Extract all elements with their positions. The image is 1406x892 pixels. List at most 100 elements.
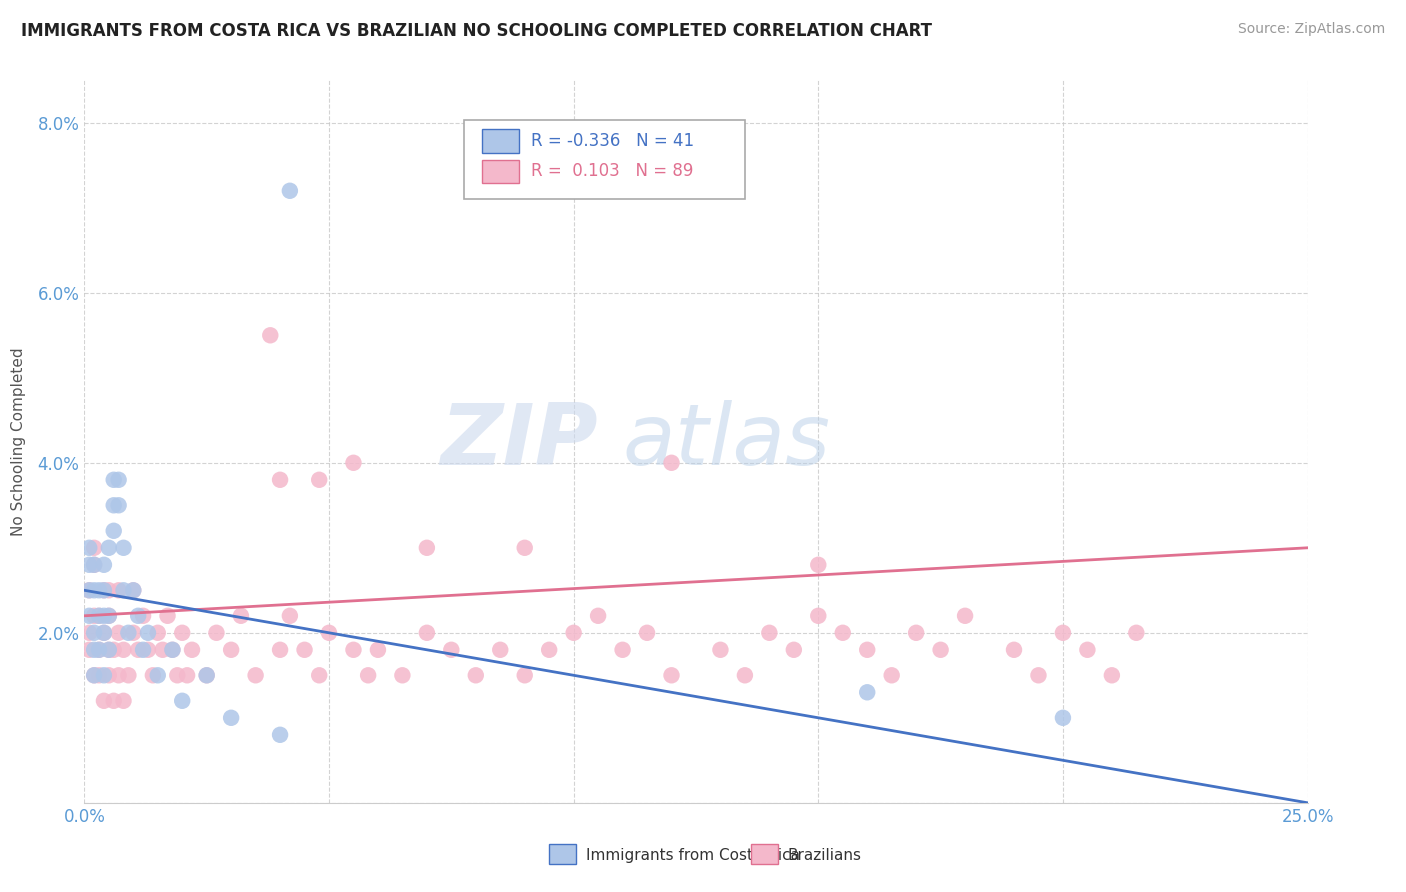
Point — [318, 625, 340, 640]
Text: R =  0.103   N = 89: R = 0.103 N = 89 — [531, 162, 693, 180]
Point — [87, 608, 110, 623]
Point — [162, 642, 184, 657]
Point — [181, 642, 204, 657]
Point — [929, 642, 952, 657]
Point — [83, 608, 105, 623]
Point — [97, 642, 120, 657]
Point — [77, 541, 100, 555]
FancyBboxPatch shape — [550, 844, 576, 864]
Point — [831, 625, 853, 640]
Point — [269, 642, 291, 657]
Point — [586, 608, 609, 623]
Point — [489, 642, 512, 657]
Point — [127, 642, 149, 657]
Point — [107, 625, 129, 640]
Point — [136, 642, 159, 657]
Point — [97, 668, 120, 682]
Point — [905, 625, 928, 640]
Point — [122, 583, 145, 598]
Text: R = -0.336   N = 41: R = -0.336 N = 41 — [531, 132, 695, 150]
Point — [513, 668, 536, 682]
Point — [195, 668, 218, 682]
Point — [93, 625, 115, 640]
Point — [103, 642, 125, 657]
Point — [97, 541, 120, 555]
Point — [880, 668, 903, 682]
Point — [112, 694, 135, 708]
Point — [87, 642, 110, 657]
Point — [278, 184, 301, 198]
Point — [97, 642, 120, 657]
Point — [83, 642, 105, 657]
Point — [122, 625, 145, 640]
Point — [107, 583, 129, 598]
Point — [953, 608, 976, 623]
Point — [112, 541, 135, 555]
Point — [1076, 642, 1098, 657]
Point — [87, 583, 110, 598]
Point — [176, 668, 198, 682]
Point — [391, 668, 413, 682]
Point — [1125, 625, 1147, 640]
Point — [758, 625, 780, 640]
Point — [1101, 668, 1123, 682]
Point — [93, 583, 115, 598]
Point — [107, 668, 129, 682]
Point — [709, 642, 731, 657]
Point — [612, 642, 634, 657]
Point — [357, 668, 380, 682]
Point — [93, 668, 115, 682]
Point — [440, 642, 463, 657]
Point — [367, 642, 389, 657]
Point — [1052, 625, 1074, 640]
Point — [146, 668, 169, 682]
FancyBboxPatch shape — [464, 120, 745, 200]
Point — [83, 668, 105, 682]
Point — [77, 642, 100, 657]
Point — [117, 625, 139, 640]
Point — [636, 625, 658, 640]
Text: Brazilians: Brazilians — [787, 848, 862, 863]
Point — [103, 524, 125, 538]
Text: atlas: atlas — [623, 400, 831, 483]
FancyBboxPatch shape — [482, 160, 519, 183]
Point — [229, 608, 252, 623]
Text: Source: ZipAtlas.com: Source: ZipAtlas.com — [1237, 22, 1385, 37]
Point — [259, 328, 281, 343]
Point — [513, 541, 536, 555]
Point — [122, 583, 145, 598]
Point — [97, 608, 120, 623]
Point — [83, 583, 105, 598]
Point — [219, 642, 242, 657]
Point — [219, 711, 242, 725]
Point — [97, 583, 120, 598]
Point — [172, 625, 194, 640]
Point — [162, 642, 184, 657]
Point — [342, 642, 364, 657]
FancyBboxPatch shape — [482, 129, 519, 153]
Point — [83, 625, 105, 640]
Point — [103, 473, 125, 487]
Point — [1002, 642, 1025, 657]
Point — [87, 642, 110, 657]
Point — [132, 608, 155, 623]
Point — [156, 608, 179, 623]
Text: Immigrants from Costa Rica: Immigrants from Costa Rica — [586, 848, 800, 863]
Point — [562, 625, 585, 640]
Point — [856, 642, 879, 657]
Point — [152, 642, 174, 657]
Point — [464, 668, 486, 682]
Point — [93, 608, 115, 623]
Point — [77, 625, 100, 640]
Point — [77, 558, 100, 572]
Point — [107, 473, 129, 487]
Point — [93, 694, 115, 708]
Point — [127, 608, 149, 623]
Point — [278, 608, 301, 623]
Point — [1028, 668, 1050, 682]
Point — [77, 583, 100, 598]
Point — [205, 625, 228, 640]
Point — [294, 642, 316, 657]
Point — [661, 668, 683, 682]
Point — [416, 541, 439, 555]
